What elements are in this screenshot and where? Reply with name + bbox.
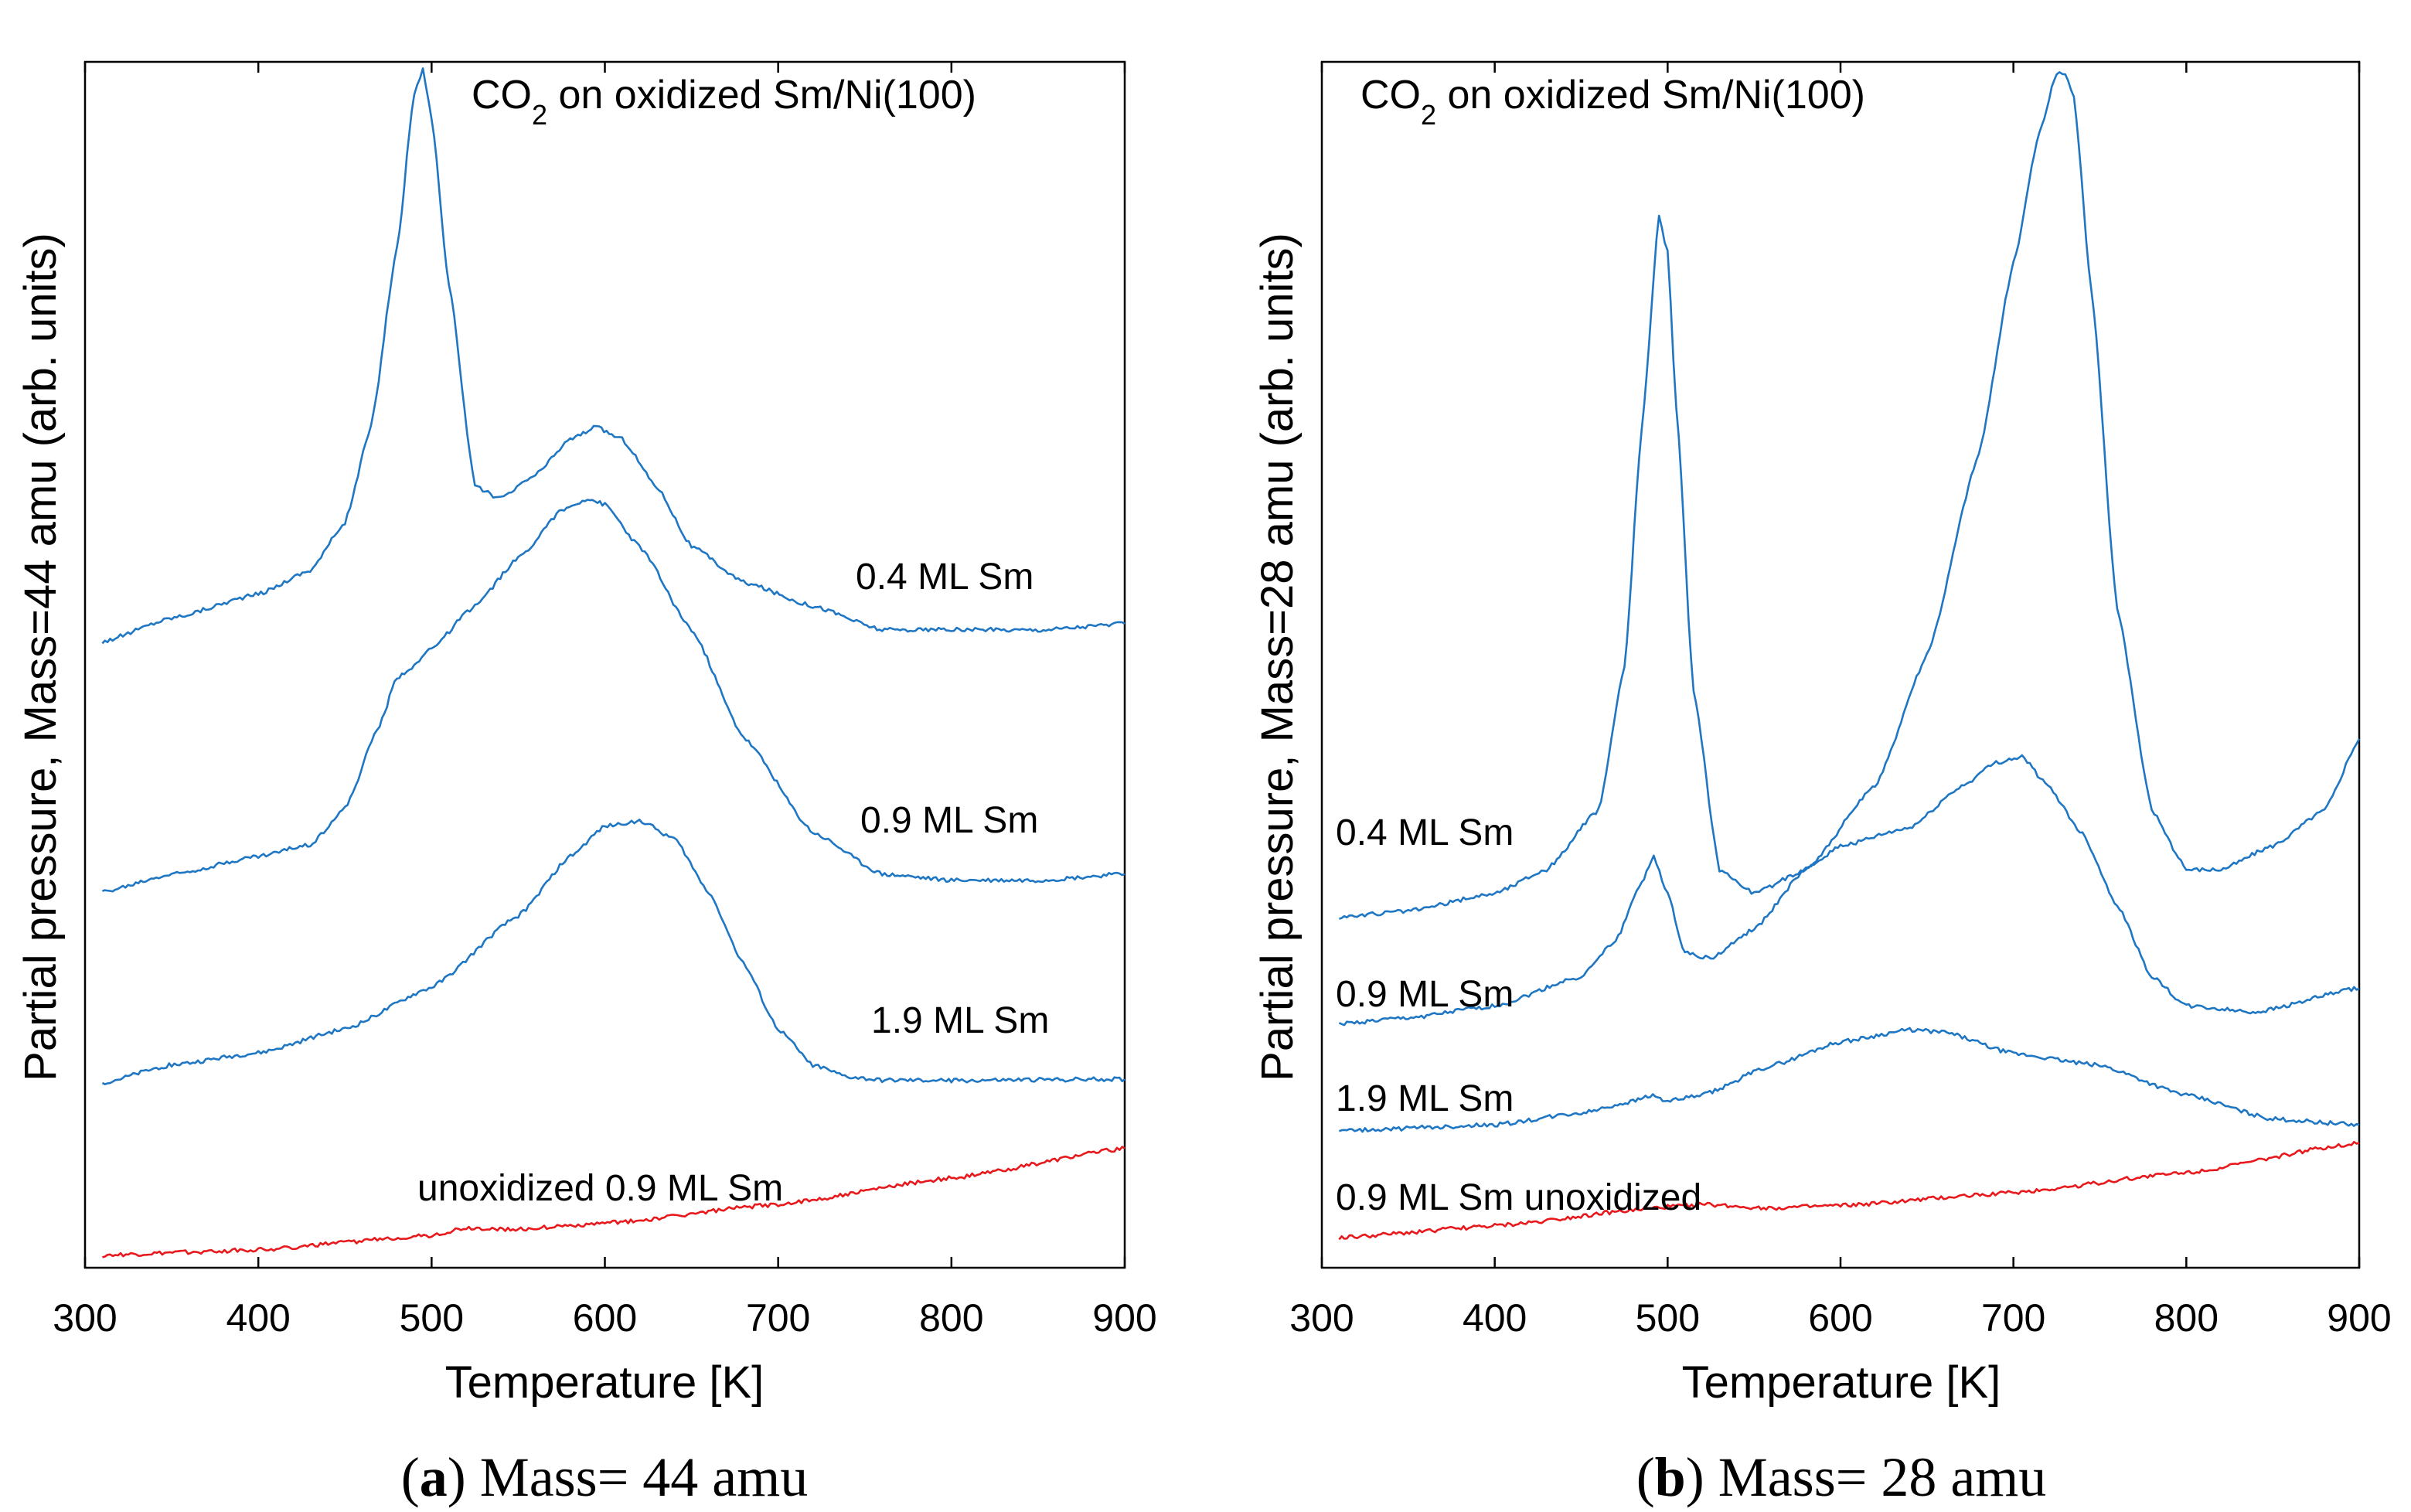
series-line-a-unoxidized-0-9-ml-sm xyxy=(102,1146,1125,1258)
x-tick-label-a-500: 500 xyxy=(400,1296,464,1340)
series-label-b-0-9: 0.9 ML Sm xyxy=(1336,974,1514,1015)
x-tick-label-b-900: 900 xyxy=(2327,1296,2391,1340)
y-axis-label-b: Partial pressure, Mass=28 amu (arb. unit… xyxy=(1252,233,1303,1081)
x-ticks-a: 300 400 500 600 700 800 900 xyxy=(53,62,1157,1340)
series-line-b-1-9-ml-sm xyxy=(1338,1027,2360,1133)
caption-a: (a) Mass= 44 amu xyxy=(401,1446,809,1508)
series-label-b-1-9: 1.9 ML Sm xyxy=(1336,1078,1514,1119)
x-tick-label-a-800: 800 xyxy=(919,1296,983,1340)
series-line-b-0-9-ml-sm-unoxidized xyxy=(1338,1140,2360,1241)
x-ticks-b: 300 400 500 600 700 800 900 xyxy=(1289,62,2392,1340)
chart-title-a: CO2 on oxidized Sm/Ni(100) xyxy=(472,73,976,131)
series-line-a-0-4-ml-sm xyxy=(101,67,1125,645)
series-label-a-1-9: 1.9 ML Sm xyxy=(871,1000,1049,1041)
x-tick-label-b-800: 800 xyxy=(2154,1296,2219,1340)
series-line-a-1-9-ml-sm xyxy=(101,819,1125,1085)
plot-frame-a xyxy=(83,60,1126,1269)
x-tick-label-b-300: 300 xyxy=(1289,1296,1354,1340)
caption-b: (b) Mass= 28 amu xyxy=(1636,1446,2047,1508)
x-axis-label-a: Temperature [K] xyxy=(445,1357,765,1408)
x-tick-label-a-700: 700 xyxy=(746,1296,810,1340)
y-axis-label-a: Partial pressure, Mass=44 amu (arb. unit… xyxy=(15,233,66,1081)
chart-title-b: CO2 on oxidized Sm/Ni(100) xyxy=(1360,73,1865,131)
series-line-b-0-9-ml-sm xyxy=(1338,754,2360,1027)
series-label-b-0-4: 0.4 ML Sm xyxy=(1336,812,1514,853)
x-tick-label-a-300: 300 xyxy=(53,1296,117,1340)
panel-a: 300 400 500 600 700 800 900 CO2 on oxidized Sm… xyxy=(15,60,1157,1508)
x-tick-label-a-400: 400 xyxy=(226,1296,290,1340)
series-label-a-unox: unoxidized 0.9 ML Sm xyxy=(417,1168,783,1209)
series-line-b-0-4-ml-sm xyxy=(1339,71,2361,920)
x-tick-label-b-700: 700 xyxy=(1981,1296,2045,1340)
x-tick-label-a-900: 900 xyxy=(1092,1296,1156,1340)
series-group-a xyxy=(101,67,1125,1258)
series-label-a-0-9: 0.9 ML Sm xyxy=(860,800,1038,841)
x-tick-label-b-500: 500 xyxy=(1636,1296,1700,1340)
series-group-b xyxy=(1338,71,2361,1241)
series-label-b-unox: 0.9 ML Sm unoxidized xyxy=(1336,1177,1701,1218)
x-tick-label-b-600: 600 xyxy=(1808,1296,1872,1340)
x-axis-label-b: Temperature [K] xyxy=(1682,1357,2001,1408)
x-tick-label-b-400: 400 xyxy=(1463,1296,1527,1340)
series-label-a-0-4: 0.4 ML Sm xyxy=(856,557,1034,598)
series-line-a-0-9-ml-sm xyxy=(102,499,1125,893)
x-tick-label-a-600: 600 xyxy=(573,1296,637,1340)
panel-b: 300 400 500 600 700 800 900 CO2 on oxidized Sm… xyxy=(1252,60,2392,1508)
